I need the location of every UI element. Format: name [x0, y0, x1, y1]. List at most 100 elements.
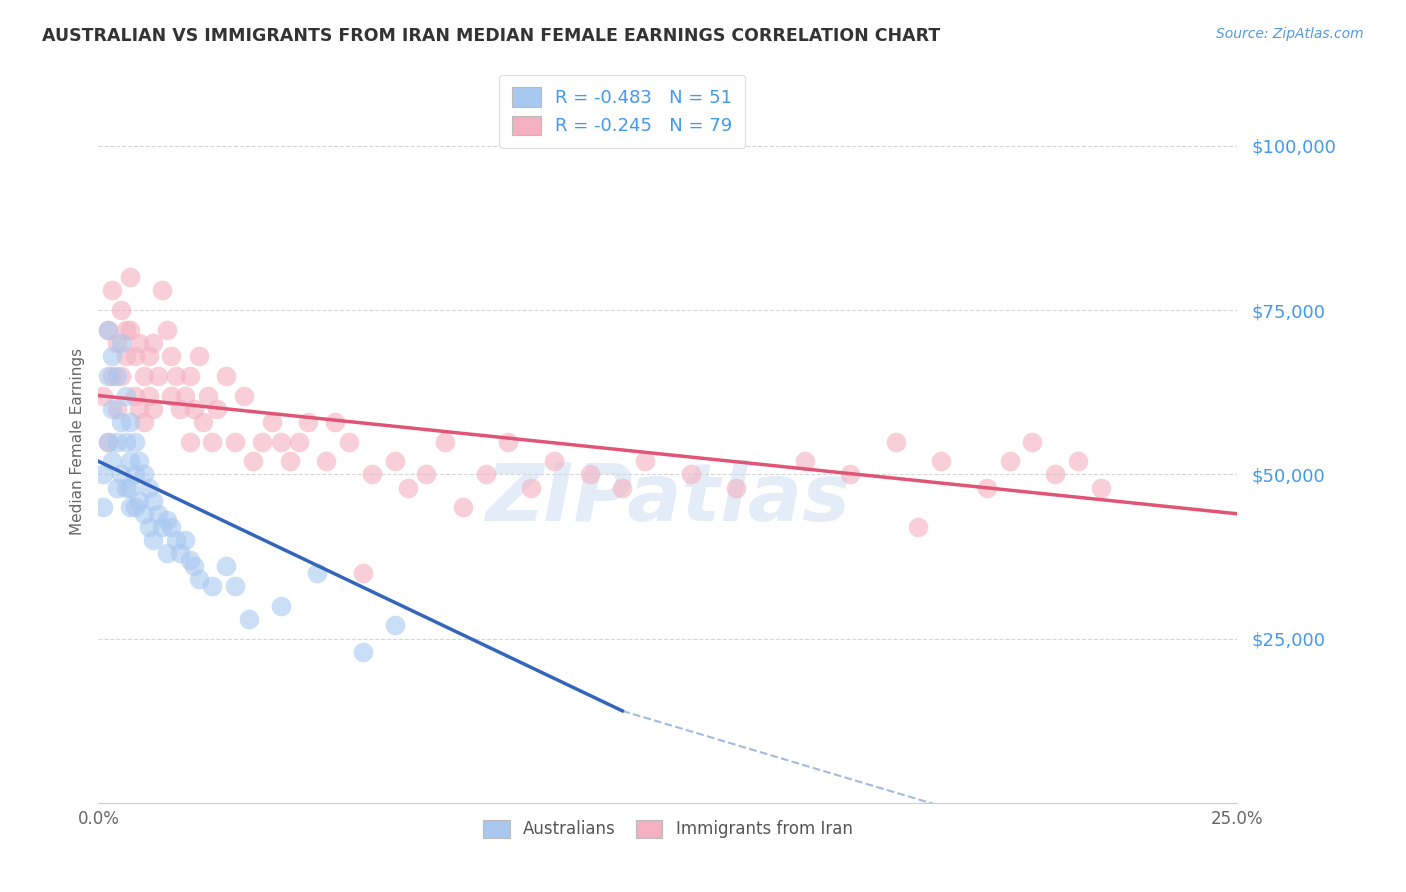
Text: ZIPatlas: ZIPatlas: [485, 460, 851, 539]
Point: [396, 481, 419, 495]
Point: [96, 434, 118, 449]
Point: [114, 481, 136, 495]
Point: [793, 454, 815, 468]
Point: [91, 388, 114, 402]
Point: [187, 349, 209, 363]
Point: [174, 388, 197, 402]
Point: [142, 401, 165, 416]
Point: [156, 513, 179, 527]
Point: [498, 434, 520, 449]
Point: [224, 579, 246, 593]
Point: [96, 323, 118, 337]
Point: [114, 434, 136, 449]
Point: [520, 481, 543, 495]
Point: [138, 520, 160, 534]
Point: [179, 368, 201, 383]
Point: [998, 454, 1021, 468]
Point: [224, 434, 246, 449]
Point: [165, 533, 187, 547]
Point: [105, 434, 128, 449]
Point: [101, 401, 124, 416]
Point: [96, 323, 118, 337]
Point: [579, 467, 602, 482]
Point: [384, 454, 406, 468]
Point: [288, 434, 311, 449]
Point: [142, 533, 165, 547]
Point: [120, 454, 142, 468]
Point: [260, 415, 283, 429]
Point: [124, 388, 146, 402]
Point: [360, 467, 382, 482]
Point: [146, 368, 169, 383]
Point: [307, 566, 329, 580]
Point: [114, 388, 136, 402]
Point: [238, 612, 260, 626]
Point: [156, 546, 179, 560]
Point: [352, 645, 374, 659]
Point: [128, 336, 150, 351]
Point: [110, 415, 132, 429]
Point: [105, 336, 128, 351]
Legend: Australians, Immigrants from Iran: Australians, Immigrants from Iran: [477, 813, 859, 845]
Point: [156, 323, 179, 337]
Point: [451, 500, 474, 515]
Point: [433, 434, 456, 449]
Point: [679, 467, 702, 482]
Point: [215, 368, 238, 383]
Point: [179, 553, 201, 567]
Point: [183, 401, 205, 416]
Point: [160, 388, 183, 402]
Point: [120, 415, 142, 429]
Point: [929, 454, 952, 468]
Point: [197, 388, 219, 402]
Point: [132, 467, 155, 482]
Point: [124, 467, 146, 482]
Point: [132, 415, 155, 429]
Point: [1090, 481, 1112, 495]
Point: [124, 349, 146, 363]
Point: [101, 368, 124, 383]
Point: [120, 323, 142, 337]
Text: AUSTRALIAN VS IMMIGRANTS FROM IRAN MEDIAN FEMALE EARNINGS CORRELATION CHART: AUSTRALIAN VS IMMIGRANTS FROM IRAN MEDIA…: [42, 27, 941, 45]
Point: [105, 368, 128, 383]
Point: [884, 434, 907, 449]
Point: [101, 284, 124, 298]
Point: [132, 368, 155, 383]
Point: [146, 507, 169, 521]
Point: [384, 618, 406, 632]
Point: [337, 434, 360, 449]
Point: [124, 434, 146, 449]
Point: [165, 368, 187, 383]
Point: [105, 481, 128, 495]
Point: [474, 467, 496, 482]
Point: [96, 434, 118, 449]
Point: [124, 500, 146, 515]
Point: [160, 349, 183, 363]
Point: [205, 401, 228, 416]
Point: [114, 349, 136, 363]
Point: [138, 481, 160, 495]
Point: [278, 454, 301, 468]
Point: [242, 454, 264, 468]
Point: [120, 270, 142, 285]
Point: [114, 323, 136, 337]
Point: [110, 467, 132, 482]
Point: [110, 303, 132, 318]
Point: [270, 599, 292, 613]
Point: [150, 284, 173, 298]
Point: [91, 500, 114, 515]
Point: [612, 481, 634, 495]
Point: [169, 546, 191, 560]
Point: [179, 434, 201, 449]
Point: [1021, 434, 1043, 449]
Point: [352, 566, 374, 580]
Point: [187, 573, 209, 587]
Point: [1067, 454, 1090, 468]
Point: [270, 434, 292, 449]
Point: [201, 434, 224, 449]
Y-axis label: Median Female Earnings: Median Female Earnings: [69, 348, 84, 535]
Point: [91, 467, 114, 482]
Point: [101, 454, 124, 468]
Point: [297, 415, 319, 429]
Point: [160, 520, 183, 534]
